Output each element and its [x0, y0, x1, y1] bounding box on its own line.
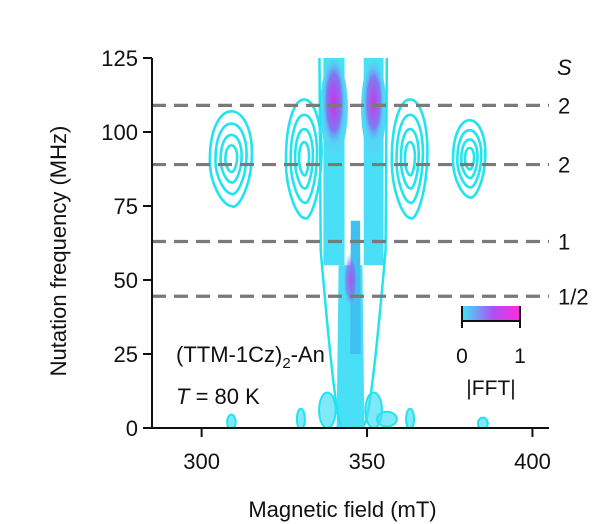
compound-tail: -An: [291, 342, 325, 367]
colorbar-title: |FFT|: [466, 377, 515, 400]
contour-level-1: [214, 122, 248, 196]
temperature-variable: T: [176, 384, 191, 409]
compound-annotation: (TTM-1Cz)2-An: [176, 342, 325, 372]
spin-label-1: 2: [558, 153, 570, 178]
contour-level-0: [451, 118, 487, 199]
baseline-blob-5: [405, 407, 416, 428]
contour-level-0: [208, 109, 254, 208]
column-outline-right: [362, 58, 389, 427]
x-tick-label-1: 350: [349, 449, 386, 474]
contour-level-1: [289, 113, 319, 205]
y-tick-label-5: 125: [101, 46, 138, 71]
spin-header-label: S: [557, 55, 572, 80]
axes: 0 25 50 75 100 125 300 350 400: [101, 46, 551, 474]
contour-level-3: [297, 140, 311, 177]
contour-island-1: [284, 98, 323, 220]
spin-label-0: 2: [558, 93, 570, 118]
contour-level-3: [403, 140, 417, 177]
baseline-blob-1: [295, 407, 306, 428]
contour-level-2: [399, 127, 420, 190]
baseline-blob-2: [318, 391, 337, 428]
compound-main: (TTM-1Cz): [176, 342, 282, 367]
temperature-annotation: T = 80 K: [176, 384, 260, 409]
colorbar: 0 1 |FFT|: [456, 306, 526, 400]
y-tick-label-0: 0: [126, 416, 138, 441]
contour-level-3: [463, 146, 476, 171]
x-tick-label-2: 400: [514, 449, 551, 474]
y-tick-label-3: 75: [114, 194, 138, 219]
spin-label-3: 1/2: [558, 284, 589, 309]
contour-island-0: [208, 109, 254, 208]
contour-level-2: [460, 138, 479, 180]
contour-level-0: [390, 98, 429, 220]
baseline-blob-0: [226, 413, 237, 428]
contour-level-0: [284, 98, 323, 220]
y-tick-label-1: 25: [114, 342, 138, 367]
reference-lines: 2 2 1 1/2: [152, 93, 589, 309]
column-outline-left: [318, 58, 343, 427]
baseline-blob-4: [375, 410, 398, 428]
contour-island-3: [451, 118, 487, 199]
contour-level-1: [456, 128, 483, 189]
x-tick-label-0: 300: [183, 449, 220, 474]
contour-level-3: [224, 144, 239, 174]
y-axis-title: Nutation frequency (MHz): [46, 126, 71, 377]
colorbar-gradient: [462, 306, 520, 320]
colorbar-tick-label-0: 0: [456, 345, 468, 368]
peak-1: [362, 59, 385, 146]
y-tick-label-4: 100: [101, 120, 138, 145]
contour-level-2: [293, 127, 315, 190]
colorbar-tick-label-1: 1: [514, 345, 526, 368]
x-axis-title: Magnetic field (mT): [248, 497, 436, 522]
temperature-value: = 80 K: [189, 384, 260, 409]
y-tick-label-2: 50: [114, 268, 138, 293]
contour-island-2: [390, 98, 429, 220]
contour-level-2: [219, 133, 243, 184]
peak-0: [321, 58, 347, 150]
baseline-blob-6: [476, 416, 489, 428]
compound-subscript: 2: [282, 355, 290, 372]
spin-label-2: 1: [558, 230, 570, 255]
contour-level-1: [395, 113, 425, 205]
peak-2: [343, 251, 358, 309]
